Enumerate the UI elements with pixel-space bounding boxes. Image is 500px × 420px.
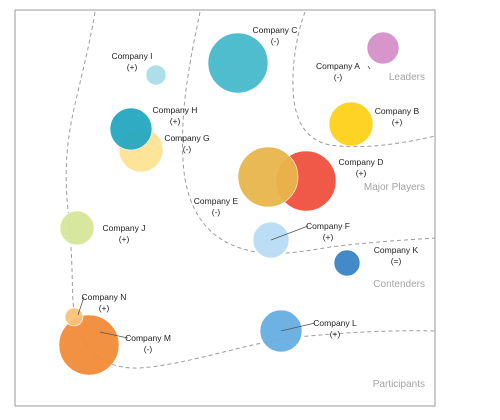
zone-label-contenders: Contenders [373, 279, 425, 290]
leader-line-company-n [77, 296, 85, 316]
label-company-m: Company M [125, 333, 171, 343]
bubble-company-i [145, 64, 167, 86]
bubble-company-b [328, 101, 374, 147]
leader-line-company-f [270, 225, 309, 241]
trend-company-k: (=) [391, 256, 402, 266]
trend-company-e: (-) [212, 207, 221, 217]
label-company-e: Company E [194, 196, 239, 206]
trend-company-c: (-) [271, 36, 280, 46]
trend-company-h: (+) [170, 116, 181, 126]
trend-company-f: (+) [323, 232, 334, 242]
bubble-company-m [58, 314, 120, 376]
leader-line-company-m [99, 331, 129, 339]
trend-company-d: (+) [356, 168, 367, 178]
boundary-contenders [181, 11, 436, 254]
boundary-participants [65, 11, 436, 369]
bubble-company-n [64, 307, 84, 327]
trend-company-g: (-) [183, 144, 192, 154]
trend-company-a: (-) [334, 72, 343, 82]
trend-company-m: (-) [144, 344, 153, 354]
label-company-b: Company B [375, 106, 420, 116]
label-company-g: Company G [164, 133, 209, 143]
bubble-company-c [207, 32, 269, 94]
label-company-j: Company J [103, 223, 146, 233]
zone-label-participants: Participants [373, 379, 425, 390]
trend-company-j: (+) [119, 234, 130, 244]
bubble-company-h [109, 107, 153, 151]
bubble-company-j [59, 210, 95, 246]
label-company-n: Company N [82, 292, 127, 302]
trend-company-n: (+) [99, 303, 110, 313]
bubble-company-a [366, 31, 400, 65]
zone-label-major-players: Major Players [364, 182, 425, 193]
label-company-h: Company H [153, 105, 198, 115]
label-company-d: Company D [339, 157, 384, 167]
label-layer: Company A(-)Company B(+)Company C(-)Comp… [77, 25, 420, 354]
label-company-k: Company K [374, 245, 419, 255]
trend-company-b: (+) [392, 117, 403, 127]
label-company-a: Company A [316, 61, 360, 71]
label-company-f: Company F [306, 221, 350, 231]
label-company-c: Company C [253, 25, 298, 35]
zone-label-leaders: Leaders [389, 72, 425, 83]
boundary-major-players [292, 11, 436, 148]
bubble-company-e [237, 146, 299, 208]
leader-line-company-a [367, 65, 371, 70]
label-company-i: Company I [111, 51, 152, 61]
chart-frame [14, 9, 436, 407]
trend-company-l: (+) [330, 329, 341, 339]
leader-line-company-l [280, 322, 316, 332]
trend-company-i: (+) [127, 62, 138, 72]
label-company-l: Company L [313, 318, 357, 328]
bubble-layer [58, 31, 400, 376]
bubble-company-k [333, 249, 361, 277]
